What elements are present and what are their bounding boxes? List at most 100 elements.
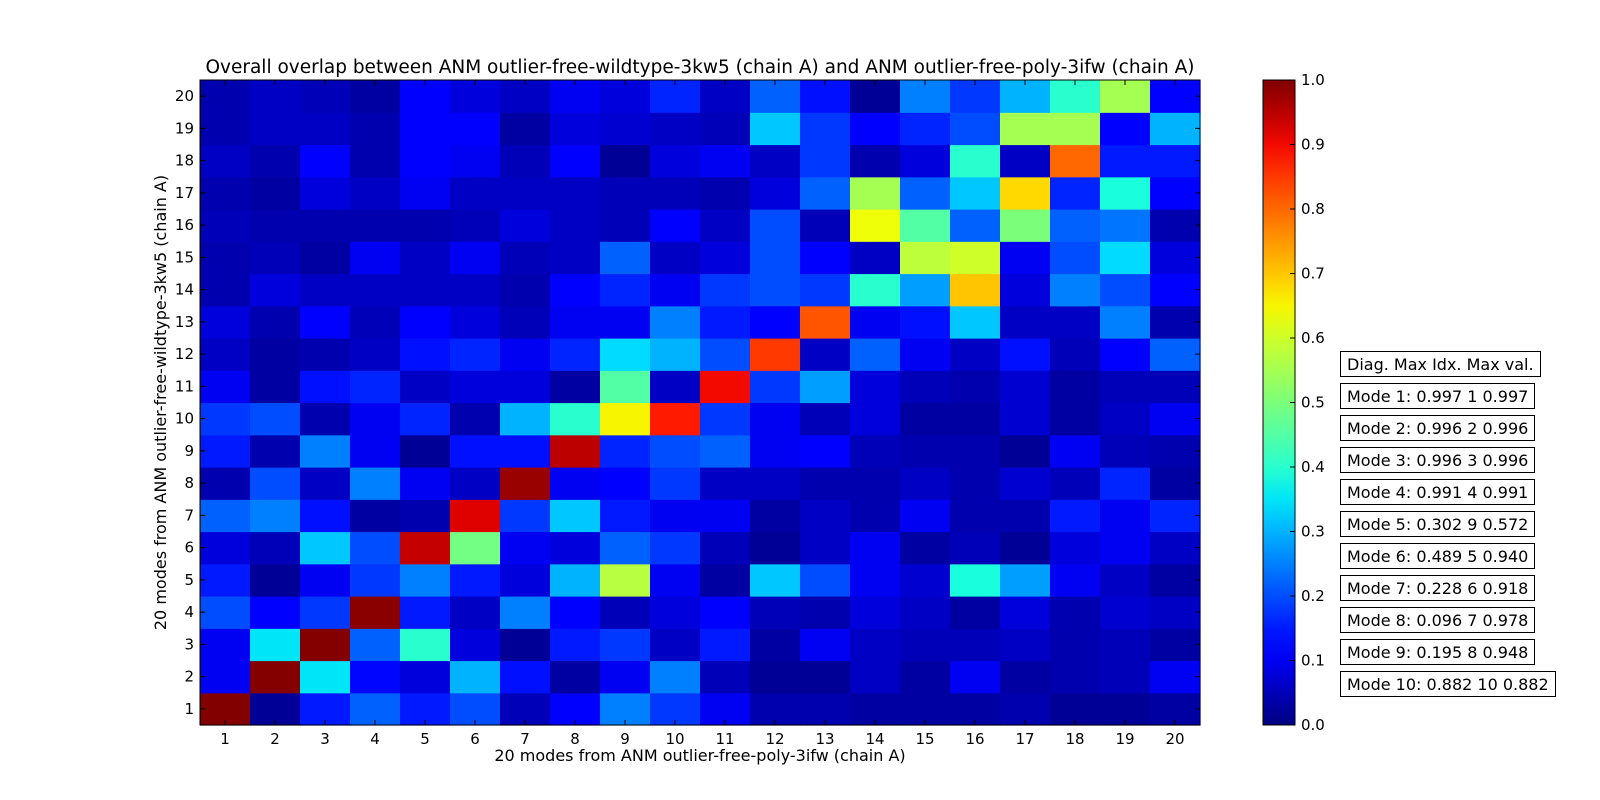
heatmap-cell [450,402,501,436]
heatmap-cell [1050,596,1101,629]
x-tick-label: 12 [765,730,784,748]
heatmap-cell [200,628,251,662]
heatmap-cell [800,434,851,468]
y-tick-label: 20 [175,87,194,105]
heatmap-cell [300,176,351,210]
heatmap-cell [600,402,651,436]
heatmap-cell [450,338,501,371]
heatmap-cell [700,338,751,371]
heatmap-cell [600,273,651,307]
heatmap-cell [700,499,751,533]
heatmap-cell [1000,305,1051,339]
heatmap-cell [950,144,1001,178]
heatmap-cell [650,531,701,565]
heatmap-cell [500,305,551,339]
heatmap-cell [650,209,701,242]
y-tick-label: 10 [175,410,194,428]
y-tick-label: 4 [184,603,194,621]
heatmap-cell [700,660,751,694]
heatmap-cell [300,144,351,178]
heatmap-cell [750,273,801,307]
heatmap-cell [700,112,751,146]
heatmap-cell [500,241,551,275]
heatmap-cell [550,273,601,307]
y-tick-label: 19 [175,119,194,137]
heatmap-cell [900,660,951,694]
heatmap-cell [750,499,801,533]
x-tick-label: 2 [270,730,280,748]
heatmap-cell [300,402,351,436]
heatmap-cell [1150,370,1201,404]
heatmap-cell [200,241,251,275]
heatmap-cell [550,80,601,113]
heatmap-cell [1050,273,1101,307]
heatmap-cell [400,144,451,178]
heatmap-cell [350,531,401,565]
heatmap-cell [800,305,851,339]
heatmap-cell [800,241,851,275]
legend-mode-box: Mode 2: 0.996 2 0.996 [1340,415,1536,441]
x-tick-label: 10 [665,730,684,748]
heatmap-cell [500,628,551,662]
heatmap-cell [850,434,901,468]
heatmap-cell [1150,402,1201,436]
heatmap-cell [200,112,251,146]
x-axis-label: 20 modes from ANM outlier-free-poly-3ifw… [494,746,905,765]
heatmap-cell [700,273,751,307]
heatmap-cell [950,596,1001,629]
heatmap-cell [900,112,951,146]
heatmap-cell [450,596,501,629]
heatmap-cell [1100,209,1151,242]
heatmap-cell [800,596,851,629]
legend-mode-box: Mode 7: 0.228 6 0.918 [1340,575,1536,601]
x-tick-label: 6 [470,730,480,748]
heatmap-cell [650,144,701,178]
heatmap-cell [500,563,551,597]
colorbar-tick-label: 0.6 [1301,329,1325,347]
heatmap-cell [1000,273,1051,307]
heatmap-cell [900,434,951,468]
heatmap-cell [850,209,901,242]
heatmap-cell [950,209,1001,242]
heatmap-cell [250,628,301,662]
heatmap-cell [750,144,801,178]
heatmap-cell [950,176,1001,210]
y-tick-label: 6 [184,539,194,557]
heatmap-cell [850,531,901,565]
heatmap-cell [650,241,701,275]
heatmap-cell [500,434,551,468]
heatmap-cell [350,144,401,178]
x-tick-label: 14 [865,730,884,748]
heatmap-cell [350,499,401,533]
heatmap-cell [250,209,301,242]
heatmap-cell [250,273,301,307]
heatmap-cell [950,305,1001,339]
heatmap-cell [1150,305,1201,339]
heatmap-cell [600,531,651,565]
heatmap-cell [200,402,251,436]
heatmap-cell [200,305,251,339]
x-axis: 1 2 3 4 5 6 7 8 9 10 11 12 13 14 15 16 17 18 19 20 [220,80,1185,748]
heatmap-cell [300,628,351,662]
heatmap-cell [1050,628,1101,662]
heatmap-cell [400,499,451,533]
heatmap-cell [800,402,851,436]
heatmap-cell [600,112,651,146]
heatmap-cell [200,273,251,307]
heatmap-cell [350,338,401,371]
heatmap-cell [1050,370,1101,404]
heatmap-cell [1150,338,1201,371]
heatmap-cell [250,499,301,533]
heatmap-cell [350,273,401,307]
heatmap-cell [850,305,901,339]
heatmap-cell [400,531,451,565]
heatmap-cell [600,241,651,275]
heatmap-cell [1150,273,1201,307]
heatmap-cell [900,241,951,275]
heatmap-cell [550,112,601,146]
legend-mode-box: Mode 6: 0.489 5 0.940 [1340,543,1536,569]
heatmap-cell [300,563,351,597]
heatmap-cell [750,628,801,662]
heatmap-cell [900,531,951,565]
